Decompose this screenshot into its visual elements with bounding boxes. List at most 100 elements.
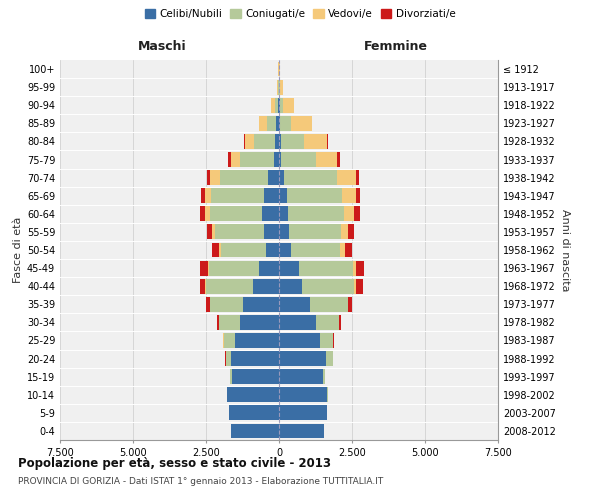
Bar [279,333,320,348]
Y-axis label: Fasce di età: Fasce di età [13,217,23,283]
Bar [281,134,304,149]
Bar [219,315,239,330]
Bar [280,98,283,112]
Legend: Celibi/Nubili, Coniugati/e, Vedovi/e, Divorziati/e: Celibi/Nubili, Coniugati/e, Vedovi/e, Di… [140,5,460,24]
Bar [299,260,353,276]
Bar [316,152,337,167]
Bar [268,170,279,185]
Bar [353,260,356,276]
Bar [253,279,279,293]
Bar [340,242,345,258]
Bar [205,279,206,293]
Bar [266,242,279,258]
Bar [229,152,230,167]
Bar [279,388,327,402]
Bar [279,116,280,131]
Bar [279,134,281,149]
Bar [245,134,254,149]
Bar [283,98,294,112]
Bar [290,242,340,258]
Bar [262,206,279,221]
Bar [231,424,279,438]
Y-axis label: Anni di nascita: Anni di nascita [560,209,570,291]
Bar [239,315,279,330]
Text: Maschi: Maschi [137,40,187,52]
Bar [211,297,242,312]
Bar [289,206,344,221]
Bar [206,279,253,293]
Bar [207,170,209,185]
Bar [341,224,349,240]
Bar [221,242,266,258]
Bar [201,188,205,203]
Bar [232,369,279,384]
Bar [279,260,299,276]
Bar [326,351,333,366]
Bar [226,351,231,366]
Bar [231,351,279,366]
Bar [281,152,316,167]
Bar [200,260,208,276]
Bar [355,279,356,293]
Bar [279,98,280,112]
Bar [206,297,210,312]
Bar [279,297,310,312]
Bar [339,315,341,330]
Bar [227,388,279,402]
Bar [259,260,279,276]
Bar [212,224,215,240]
Bar [337,152,340,167]
Bar [230,369,232,384]
Bar [279,406,327,420]
Bar [230,152,240,167]
Bar [284,170,337,185]
Bar [356,260,364,276]
Bar [347,297,349,312]
Bar [235,333,279,348]
Bar [291,116,312,131]
Bar [320,333,333,348]
Bar [200,279,205,293]
Bar [265,224,279,240]
Bar [279,279,302,293]
Bar [279,152,281,167]
Bar [316,315,339,330]
Bar [209,206,262,221]
Bar [205,206,209,221]
Bar [275,98,278,112]
Bar [280,116,291,131]
Bar [279,315,316,330]
Bar [212,242,219,258]
Bar [355,206,359,221]
Bar [207,224,212,240]
Bar [278,98,279,112]
Bar [333,333,334,348]
Bar [323,369,325,384]
Bar [219,242,221,258]
Text: Femmine: Femmine [364,40,428,52]
Bar [349,224,354,240]
Bar [259,116,267,131]
Bar [271,98,275,112]
Bar [254,134,275,149]
Bar [345,242,352,258]
Bar [279,224,289,240]
Bar [215,224,265,240]
Bar [220,170,268,185]
Bar [304,134,328,149]
Bar [279,242,290,258]
Bar [280,80,283,94]
Bar [302,279,355,293]
Bar [200,206,205,221]
Bar [274,152,279,167]
Bar [224,333,235,348]
Bar [337,170,356,185]
Bar [279,424,324,438]
Bar [356,279,362,293]
Text: Popolazione per età, sesso e stato civile - 2013: Popolazione per età, sesso e stato civil… [18,458,331,470]
Bar [287,188,343,203]
Bar [356,170,359,185]
Bar [209,260,259,276]
Bar [242,297,279,312]
Bar [279,170,284,185]
